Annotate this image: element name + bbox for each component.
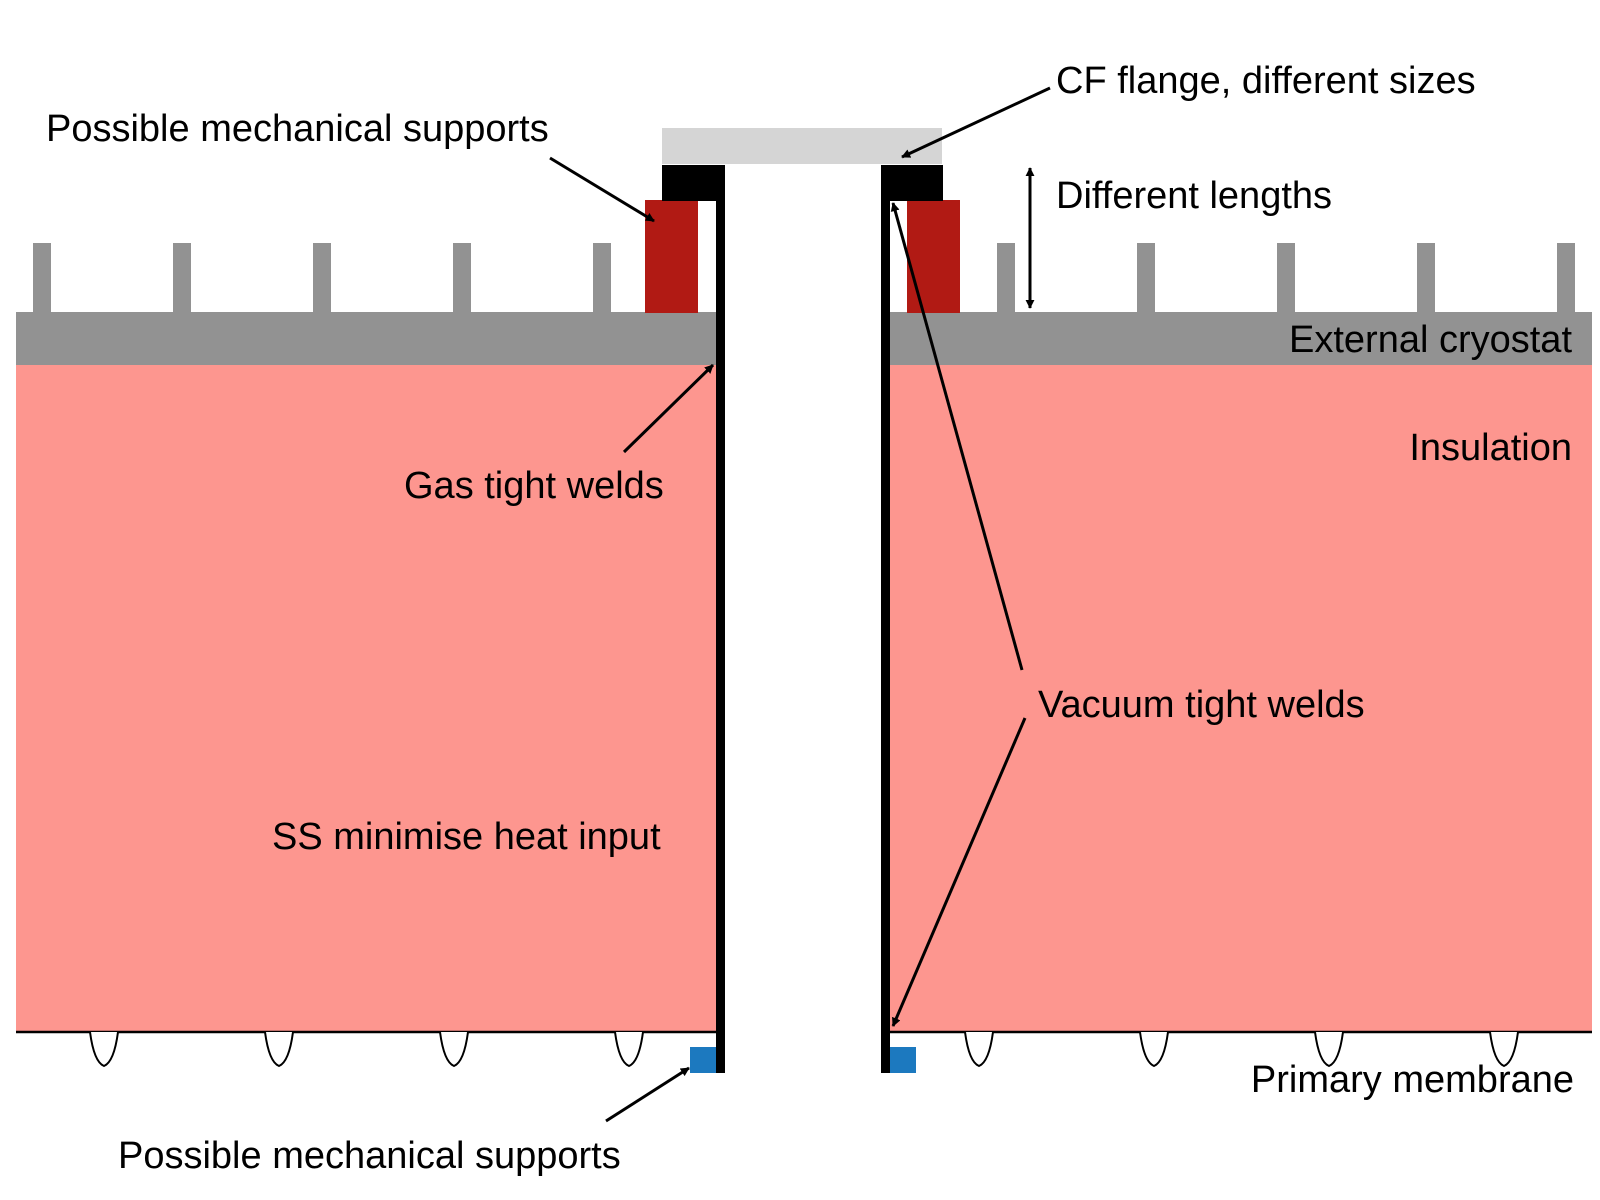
rib — [593, 243, 611, 313]
cryostat-right — [888, 312, 1592, 365]
corrugation — [614, 1031, 644, 1068]
membrane-corrugations — [89, 1031, 1519, 1068]
cryostat-left — [16, 312, 716, 365]
label-primary-membrane: Primary membrane — [1250, 1059, 1574, 1101]
corrugation — [1139, 1031, 1169, 1068]
rib — [173, 243, 191, 313]
support-red-right — [907, 200, 960, 313]
label-vacuum-tight-welds: Vacuum tight welds — [1038, 684, 1365, 726]
rib — [1557, 243, 1575, 313]
support-blue-right — [890, 1047, 916, 1073]
rib — [1417, 243, 1435, 313]
corrugation — [964, 1031, 994, 1068]
label-supports-bottom: Possible mechanical supports — [118, 1135, 621, 1177]
rib — [453, 243, 471, 313]
tube-wall-left — [716, 165, 725, 1073]
arrow-vacuum-tight-welds-upper — [890, 202, 1024, 671]
tube-wall-right — [881, 165, 890, 1073]
label-insulation: Insulation — [1409, 427, 1572, 469]
rib — [997, 243, 1015, 313]
support-red-left — [645, 200, 698, 313]
cf-flange — [662, 128, 942, 164]
annotation-arrows — [549, 86, 1051, 1123]
corrugation — [89, 1031, 119, 1068]
corrugation — [1489, 1031, 1519, 1068]
collar-right — [881, 165, 943, 201]
corrugation — [1314, 1031, 1344, 1068]
arrow-supports-bottom — [605, 1066, 690, 1123]
rib — [1137, 243, 1155, 313]
arrow-supports-top — [549, 156, 655, 223]
support-blue-left — [690, 1047, 716, 1073]
arrow-vacuum-tight-welds-lower — [891, 717, 1027, 1027]
label-supports-top: Possible mechanical supports — [46, 108, 549, 150]
label-gas-tight-welds: Gas tight welds — [404, 465, 664, 507]
label-different-lengths: Different lengths — [1056, 175, 1333, 217]
arrow-cf-flange — [901, 86, 1051, 159]
corrugation — [264, 1031, 294, 1068]
insulation-left — [16, 365, 716, 1033]
corrugation — [439, 1031, 469, 1068]
label-ss-heat-input: SS minimise heat input — [272, 816, 661, 858]
label-cf-flange: CF flange, different sizes — [1056, 60, 1476, 102]
arrow-gas-tight-welds — [622, 363, 715, 454]
rib — [313, 243, 331, 313]
cryostat-ribs — [33, 243, 1575, 313]
rib — [1277, 243, 1295, 313]
collar-left — [662, 165, 724, 201]
insulation-right — [888, 365, 1592, 1033]
rib — [33, 243, 51, 313]
label-external-cryostat: External cryostat — [1289, 319, 1572, 361]
